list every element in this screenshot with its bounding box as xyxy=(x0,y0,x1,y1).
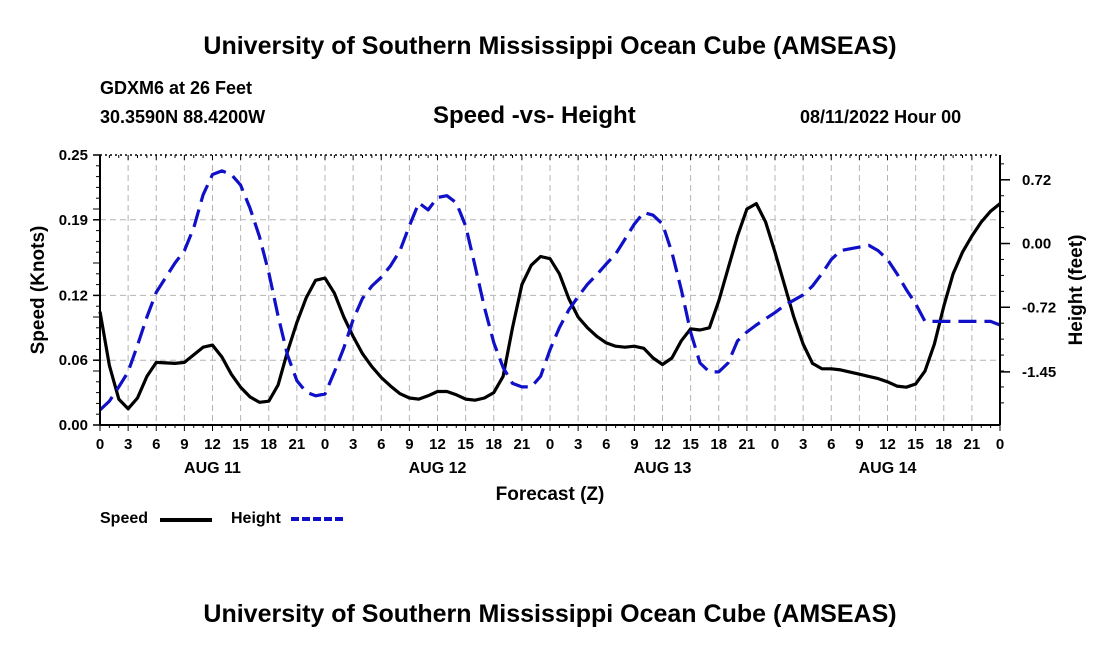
x-tick-label: 15 xyxy=(682,436,699,453)
x-tick-label: 21 xyxy=(514,436,531,453)
x-tick-label: 18 xyxy=(485,436,502,453)
x-tick-label: 9 xyxy=(855,436,863,453)
legend-speed-label: Speed xyxy=(100,510,149,527)
legend-height-swatch xyxy=(291,517,343,521)
x-tick-label: 3 xyxy=(349,436,357,453)
x-tick-label: 0 xyxy=(321,436,329,453)
x-tick-label: 9 xyxy=(180,436,188,453)
y-tick-label: 0.06 xyxy=(59,352,88,369)
station-coordinates: 30.3590N 88.4200W xyxy=(100,107,266,127)
x-tick-label: 15 xyxy=(907,436,924,453)
x-tick-label: 18 xyxy=(260,436,277,453)
x-tick-label: 3 xyxy=(574,436,582,453)
x-tick-label: 12 xyxy=(204,436,221,453)
speed-series-line xyxy=(98,202,1002,411)
series xyxy=(98,169,1002,412)
height-series-line xyxy=(98,169,1001,412)
x-tick-label: 3 xyxy=(124,436,132,453)
x-day-label: AUG 13 xyxy=(634,460,692,477)
y2-tick-label: 0.72 xyxy=(1022,172,1051,189)
station-name: GDXM6 at 26 Feet xyxy=(100,78,253,98)
y-tick-label: 0.12 xyxy=(59,287,88,304)
chart-header-title: University of Southern Mississippi Ocean… xyxy=(203,32,897,60)
x-tick-label: 12 xyxy=(879,436,896,453)
x-day-label: AUG 14 xyxy=(859,460,917,477)
legend-speed-swatch xyxy=(160,518,212,522)
forecast-date: 08/11/2022 Hour 00 xyxy=(800,107,962,127)
x-tick-label: 6 xyxy=(152,436,160,453)
speed-height-chart: 0 3 6 9 12 15 18 21 0 3 6 9 12 15 18 21 0 3 6 9 12 15 18 21 0 3 6 9… xyxy=(28,147,1087,505)
chart-title: Speed -vs- Height xyxy=(433,102,636,129)
y2-tick-label: -1.45 xyxy=(1022,364,1056,381)
x-tick-label: 21 xyxy=(964,436,981,453)
y2-tick-label: 0.00 xyxy=(1022,236,1051,253)
x-tick-label: 3 xyxy=(799,436,807,453)
x-tick-label: 12 xyxy=(429,436,446,453)
x-tick-label: 6 xyxy=(377,436,385,453)
x-tick-label: 21 xyxy=(289,436,306,453)
x-tick-label: 6 xyxy=(602,436,610,453)
x-tick-label: 18 xyxy=(935,436,952,453)
x-tick-label: 15 xyxy=(232,436,249,453)
y-tick-label: 0.19 xyxy=(59,212,88,229)
x-tick-label: 6 xyxy=(827,436,835,453)
x-tick-label: 0 xyxy=(996,436,1004,453)
x-day-label: AUG 11 xyxy=(184,460,241,477)
grid xyxy=(100,155,1000,425)
axes: 0 3 6 9 12 15 18 21 0 3 6 9 12 15 18 21 0 3 6 9 12 15 18 21 0 3 6 9… xyxy=(28,147,1087,505)
x-tick-label: 9 xyxy=(405,436,413,453)
x-tick-label: 15 xyxy=(457,436,474,453)
y-tick-label: 0.25 xyxy=(59,147,88,164)
y2-axis-title: Height (feet) xyxy=(1066,235,1087,346)
x-tick-label: 18 xyxy=(710,436,727,453)
x-tick-label: 9 xyxy=(630,436,638,453)
legend-height-label: Height xyxy=(231,510,281,527)
y-axis-title: Speed (Knots) xyxy=(28,226,49,355)
x-tick-label: 12 xyxy=(654,436,671,453)
x-tick-label: 0 xyxy=(546,436,554,453)
footer-title: University of Southern Mississippi Ocean… xyxy=(203,600,897,628)
x-tick-label: 0 xyxy=(96,436,104,453)
x-tick-label: 0 xyxy=(771,436,779,453)
y-tick-label: 0.00 xyxy=(59,417,88,434)
x-day-label: AUG 12 xyxy=(409,460,467,477)
x-tick-label: 21 xyxy=(739,436,756,453)
x-axis-title: Forecast (Z) xyxy=(496,484,605,505)
y2-tick-label: -0.72 xyxy=(1022,299,1056,316)
